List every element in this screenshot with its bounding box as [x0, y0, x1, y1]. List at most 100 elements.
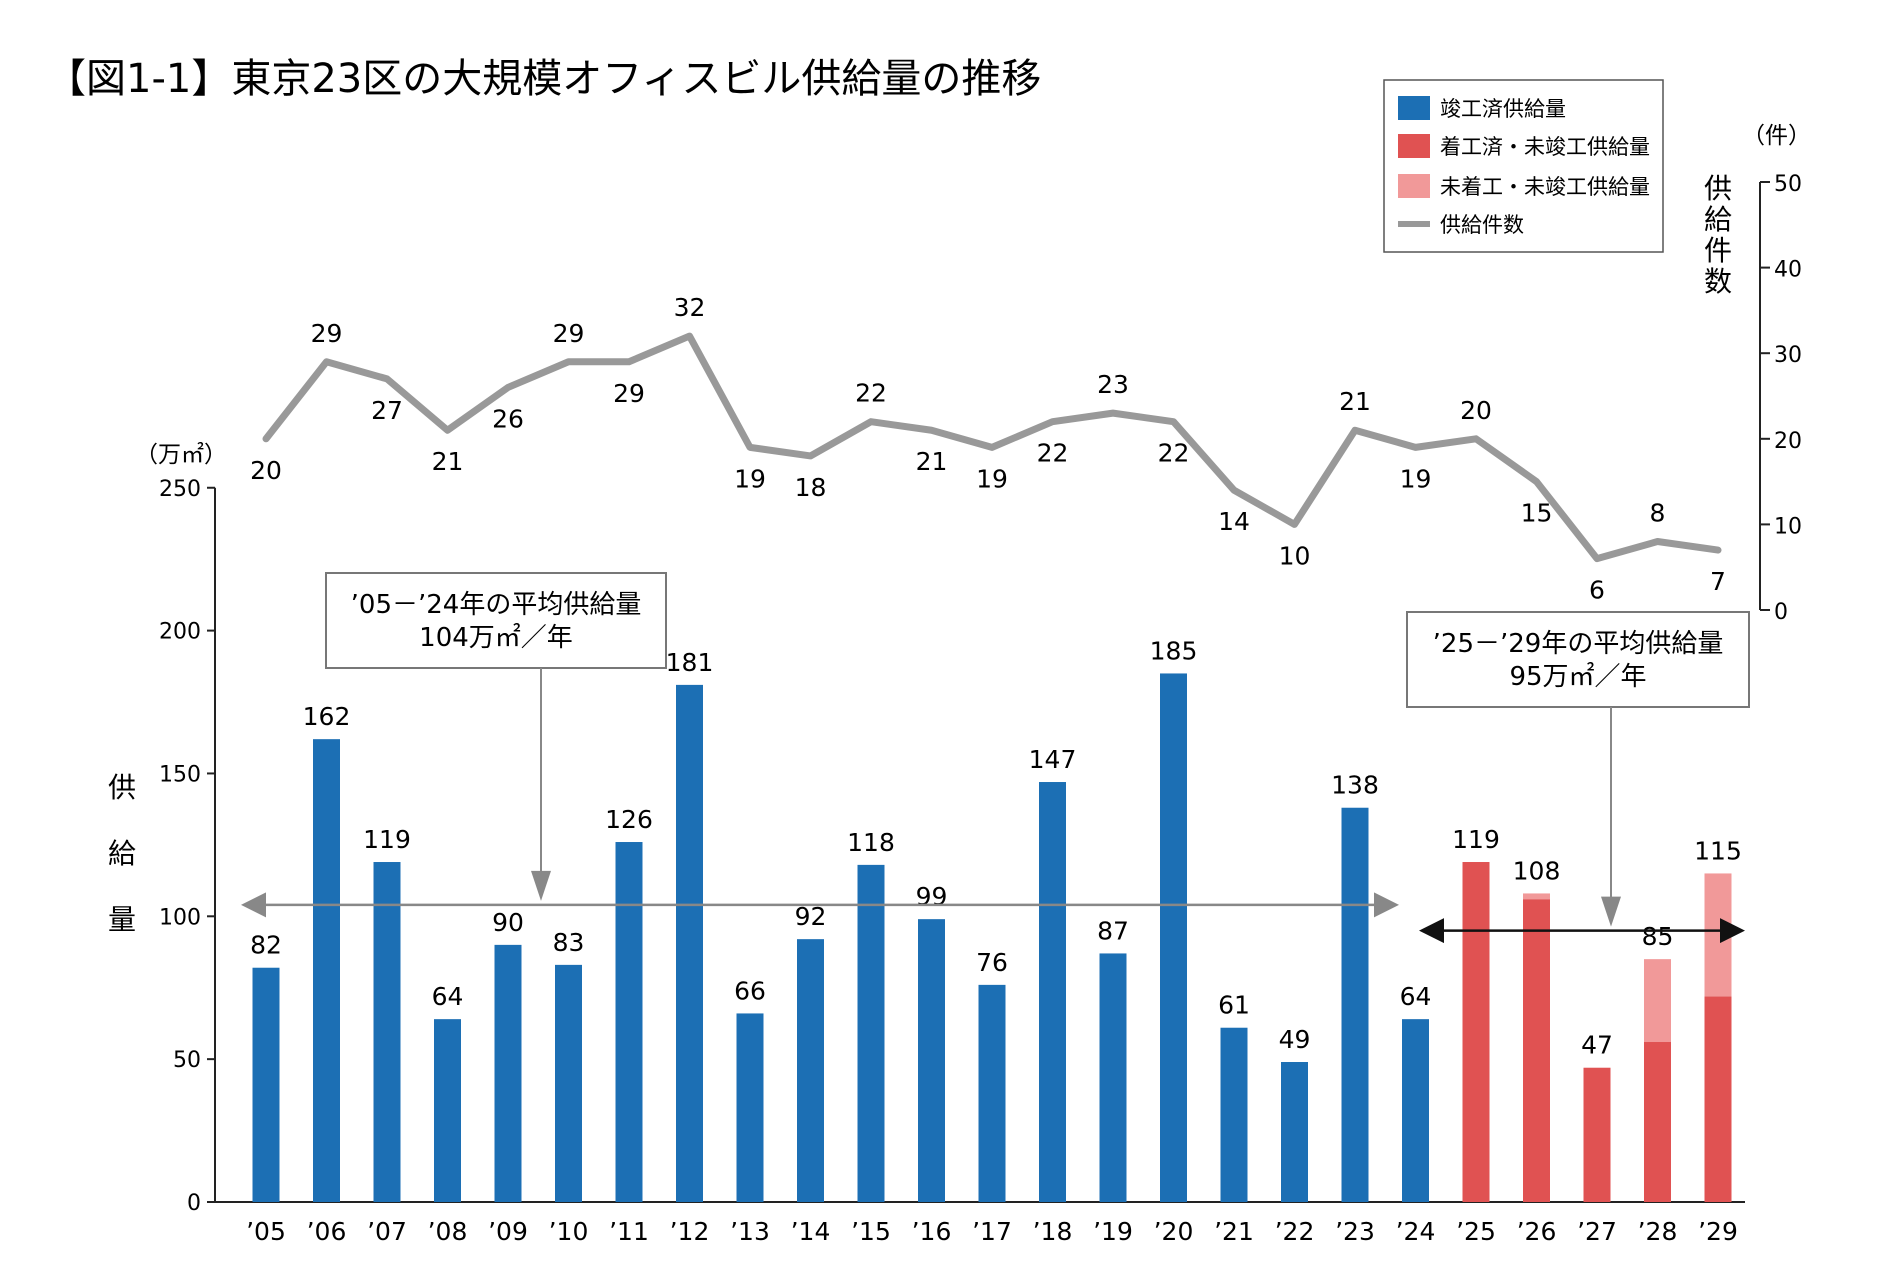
count-line: 20 29 27 21 26 29 29 32 19 18 22 21 19 22 23 22 14 10 21 19… [250, 293, 1726, 605]
category-label: ’18 [1033, 1217, 1073, 1246]
category-label: ’09 [488, 1217, 528, 1246]
category-label: ’24 [1396, 1217, 1436, 1246]
category-label: ’16 [912, 1217, 952, 1246]
bar-value-label: 126 [605, 805, 653, 834]
bar-value-label: 185 [1150, 636, 1198, 665]
bar-segment-1 [1704, 996, 1732, 1202]
count-value-label: 19 [976, 464, 1008, 493]
right-axis-tick-label: 0 [1774, 600, 1788, 625]
legend-swatch-completed [1398, 96, 1430, 120]
bar-segment-0 [978, 984, 1006, 1202]
left-axis-label-char: 給 [108, 837, 136, 870]
average-box-25-29 [1406, 611, 1750, 708]
count-value-label: 8 [1650, 499, 1666, 528]
bar-segment-0 [373, 862, 401, 1202]
right-axis-tick-label: 50 [1774, 172, 1802, 197]
bar-segment-1 [1462, 862, 1490, 1202]
legend-swatch-under-construction [1398, 134, 1430, 158]
legend-swatch-not-started [1398, 174, 1430, 198]
category-label: ’19 [1093, 1217, 1133, 1246]
bars: 82 162 119 64 90 83 126 181 66 92 118 99 76 147 87 185 6… [250, 636, 1742, 1202]
legend-label-under-construction: 着工済・未竣工供給量 [1440, 135, 1650, 159]
axes: 050100150200250（万㎡）供給量01020304050（件）供給件数… [108, 123, 1811, 1246]
left-axis-tick-label: 200 [159, 620, 201, 645]
bar-value-label: 90 [492, 908, 524, 937]
bar-segment-0 [797, 939, 824, 1202]
count-value-label: 21 [1339, 387, 1371, 416]
count-line-path [262, 332, 1722, 563]
bar-segment-0 [615, 842, 643, 1202]
left-axis-tick-label: 50 [173, 1048, 201, 1073]
count-value-label: 22 [1037, 439, 1069, 468]
right-axis-label-char: 給 [1704, 203, 1732, 236]
right-axis-label-char: 件 [1704, 234, 1732, 267]
count-value-label: 7 [1710, 567, 1726, 596]
count-value-label: 6 [1589, 576, 1605, 605]
left-axis-tick-label: 250 [159, 477, 201, 502]
category-label: ’06 [307, 1217, 347, 1246]
bar-segment-2 [1523, 893, 1550, 900]
category-label: ’10 [549, 1217, 589, 1246]
category-label: ’27 [1577, 1217, 1617, 1246]
count-value-label: 20 [1460, 396, 1492, 425]
bar-segment-1 [1523, 899, 1550, 1202]
right-axis-tick-label: 20 [1774, 429, 1802, 454]
category-label: ’29 [1698, 1217, 1738, 1246]
bar-segment-0 [1220, 1027, 1248, 1202]
left-axis-label-char: 供 [108, 771, 136, 804]
bar-value-label: 92 [795, 902, 827, 931]
count-value-label: 21 [916, 447, 948, 476]
bar-segment-0 [252, 967, 280, 1202]
category-label: ’07 [367, 1217, 407, 1246]
right-axis-label-char: 数 [1704, 265, 1732, 298]
count-value-label: 14 [1218, 507, 1250, 536]
category-label: ’20 [1154, 1217, 1194, 1246]
legend-label-not-started: 未着工・未竣工供給量 [1440, 175, 1650, 199]
bar-value-label: 83 [553, 928, 585, 957]
count-value-label: 23 [1097, 370, 1129, 399]
count-value-label: 29 [613, 379, 645, 408]
legend-frame [1383, 79, 1664, 253]
category-label: ’12 [670, 1217, 710, 1246]
bar-value-label: 119 [1452, 825, 1500, 854]
count-value-label: 15 [1521, 499, 1553, 528]
bar-value-label: 49 [1279, 1025, 1311, 1054]
bar-value-label: 47 [1581, 1031, 1613, 1060]
bar-value-label: 99 [916, 882, 948, 911]
average-text-25-29-line2: 95万㎡／年 [1509, 662, 1646, 692]
count-value-label: 32 [674, 293, 706, 322]
average-text-25-29-line1: ’25－’29年の平均供給量 [1433, 629, 1724, 659]
right-axis-label-char: 供 [1704, 172, 1732, 205]
bar-segment-0 [857, 864, 885, 1202]
right-axis-tick-label: 40 [1774, 258, 1802, 283]
bar-value-label: 181 [666, 648, 714, 677]
category-label: ’25 [1456, 1217, 1496, 1246]
bar-segment-0 [676, 684, 703, 1202]
bar-segment-0 [1099, 953, 1127, 1202]
bar-value-label: 108 [1513, 856, 1561, 885]
legend: 竣工済供給量 着工済・未竣工供給量 未着工・未竣工供給量 供給件数 [1383, 79, 1664, 253]
bar-value-label: 115 [1694, 836, 1742, 865]
bar-segment-0 [736, 1013, 764, 1202]
bar-segment-0 [494, 944, 522, 1202]
count-value-label: 22 [1158, 439, 1190, 468]
right-axis-unit: （件） [1742, 123, 1811, 149]
count-value-label: 18 [795, 473, 827, 502]
category-label: ’11 [609, 1217, 649, 1246]
count-value-label: 21 [432, 447, 464, 476]
bar-segment-2 [1704, 873, 1732, 997]
category-label: ’23 [1335, 1217, 1375, 1246]
bar-value-label: 147 [1029, 745, 1077, 774]
bar-value-label: 85 [1642, 922, 1674, 951]
bar-value-label: 61 [1218, 991, 1250, 1020]
bar-segment-0 [1039, 782, 1066, 1202]
average-box-05-24 [325, 572, 667, 669]
category-label: ’08 [428, 1217, 468, 1246]
bar-segment-0 [1402, 1019, 1429, 1202]
legend-label-count-line: 供給件数 [1440, 213, 1524, 237]
left-axis-tick-label: 100 [159, 905, 201, 930]
average-text-05-24-line1: ’05－’24年の平均供給量 [351, 590, 642, 620]
bar-segment-0 [918, 919, 945, 1202]
bar-value-label: 138 [1331, 771, 1379, 800]
